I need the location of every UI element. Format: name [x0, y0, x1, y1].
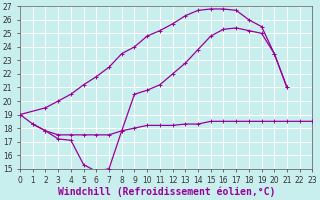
X-axis label: Windchill (Refroidissement éolien,°C): Windchill (Refroidissement éolien,°C): [58, 187, 275, 197]
